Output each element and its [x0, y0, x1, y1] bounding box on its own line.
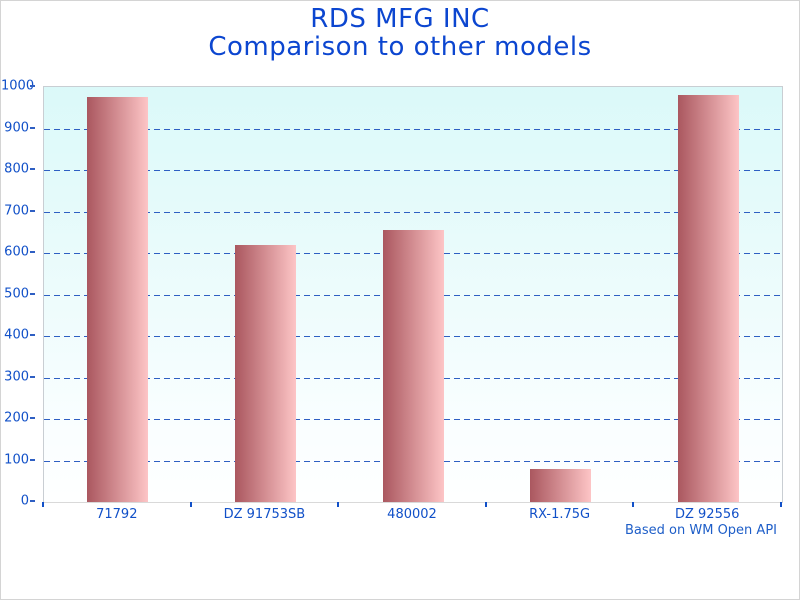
y-axis-tick: [30, 251, 35, 253]
x-axis-tick: [632, 502, 635, 507]
y-axis-tick: [30, 85, 35, 87]
x-axis-tick: [189, 502, 192, 507]
y-axis-label: 500: [4, 286, 29, 301]
chart-subtitle: Comparison to other models: [208, 32, 592, 62]
y-axis-label: 800: [4, 161, 29, 177]
y-axis-tick: [30, 458, 35, 461]
x-axis-label: DZ 91753SB: [223, 507, 306, 522]
bar: [87, 97, 149, 502]
x-axis-tick: [780, 502, 782, 507]
bar: [234, 244, 296, 502]
chart-title-block: RDS MFG INC Comparison to other models: [1, 5, 799, 61]
footnote: Based on WM Open API: [625, 523, 777, 538]
gridline: [44, 170, 782, 171]
y-axis-tick: [30, 168, 35, 170]
y-axis-label: 400: [4, 327, 29, 343]
x-axis-label: RX-1.75G: [529, 507, 591, 522]
bar: [530, 468, 592, 502]
y-axis-tick: [30, 209, 35, 212]
gridline: [44, 128, 782, 130]
y-axis-label: 200: [4, 410, 29, 426]
x-axis-tick: [337, 502, 340, 507]
x-axis-label: DZ 92556: [674, 507, 740, 522]
y-axis-tick: [30, 500, 35, 502]
y-axis-tick: [30, 417, 35, 419]
x-axis-label: 480002: [387, 507, 437, 522]
x-axis-label: 71792: [96, 507, 138, 522]
gridline: [44, 211, 782, 213]
y-axis-tick: [30, 126, 35, 129]
y-axis-label: 700: [4, 203, 29, 218]
y-axis-label: 1000: [1, 78, 35, 94]
chart-title: RDS MFG INC: [310, 4, 490, 34]
bar: [382, 230, 444, 502]
y-axis-label: 300: [4, 369, 29, 384]
y-axis-label: 900: [4, 120, 29, 135]
x-axis-tick: [484, 502, 487, 507]
bar: [677, 95, 739, 502]
y-axis-label: 100: [4, 452, 29, 467]
plot-area: [43, 86, 783, 503]
y-axis-label: 600: [4, 244, 29, 260]
x-axis-tick: [42, 502, 44, 507]
y-axis-tick: [30, 334, 35, 336]
y-axis-tick: [30, 292, 35, 295]
y-axis-label: 0: [20, 493, 29, 509]
y-axis-tick: [30, 375, 35, 378]
